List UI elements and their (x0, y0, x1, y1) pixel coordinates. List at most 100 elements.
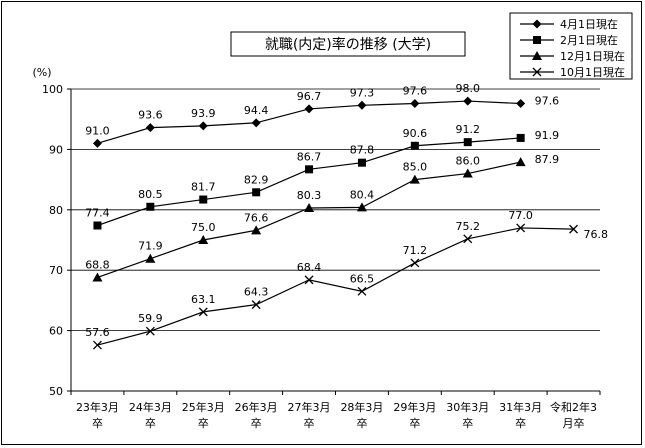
point-s2-5 (356, 202, 367, 212)
data-label-s0-5: 97.3 (350, 86, 375, 99)
x-tick-label-line2-3: 卒 (251, 416, 262, 430)
x-tick-label-line2-2: 卒 (198, 416, 209, 430)
point-s1-5 (357, 158, 366, 167)
legend-marker-2 (532, 51, 542, 60)
x-tick-label-line2-0: 卒 (92, 416, 103, 430)
series-line-3 (97, 227, 574, 346)
point-s3-6-b (410, 258, 420, 268)
data-label-s3-2: 63.1 (191, 293, 216, 306)
point-s3-8-b (516, 223, 526, 233)
data-label-s2-2: 75.0 (191, 221, 216, 234)
legend-marker-3-b (532, 67, 542, 77)
y-tick-label-50: 50 (49, 385, 63, 398)
data-label-s2-5: 80.4 (350, 188, 375, 201)
point-s0-5 (357, 100, 367, 110)
data-label-s0-8: 97.6 (535, 94, 560, 107)
data-label-s2-4: 80.3 (297, 189, 322, 202)
point-s0-4 (304, 104, 314, 114)
x-tick-label-line2-6: 卒 (409, 416, 420, 430)
point-s0-8 (516, 98, 526, 108)
data-label-s3-7: 75.2 (456, 220, 481, 233)
data-label-s1-0: 77.4 (85, 207, 110, 220)
x-tick-label-7: 30年3月 (446, 400, 489, 414)
legend-marker-0 (532, 19, 542, 29)
point-s1-4 (305, 165, 314, 174)
x-tick-label-9: 令和2年3 (550, 400, 597, 414)
point-s1-6 (410, 141, 419, 150)
point-s3-0-b (92, 340, 102, 350)
data-label-s0-2: 93.9 (191, 107, 216, 120)
x-tick-label-line2-1: 卒 (145, 416, 156, 430)
point-s1-2 (199, 195, 208, 204)
data-label-s1-4: 86.7 (297, 150, 322, 163)
y-tick-label-70: 70 (49, 264, 63, 277)
point-s2-2 (198, 235, 209, 244)
gridlines (71, 88, 600, 332)
point-s2-7 (462, 168, 473, 178)
data-label-s2-1: 71.9 (138, 240, 163, 253)
point-s3-5 (357, 286, 367, 296)
data-label-s2-0: 68.8 (85, 258, 110, 271)
point-s2-6 (409, 174, 420, 184)
point-s0-2 (198, 121, 208, 131)
point-s3-9 (569, 224, 579, 234)
point-s3-0 (92, 340, 102, 350)
data-label-s3-5: 66.5 (350, 272, 375, 285)
legend-marker-1 (533, 36, 541, 44)
point-s3-7-b (463, 234, 473, 244)
chart-title: 就職(内定)率の推移 (大学) (265, 36, 431, 53)
point-s0-6 (410, 98, 420, 108)
point-s3-6 (410, 258, 420, 268)
data-label-s0-0: 91.0 (85, 124, 110, 137)
data-label-s1-3: 82.9 (244, 173, 269, 186)
data-label-s1-2: 81.7 (191, 181, 216, 194)
legend-entry-1: 2月1日現在 (560, 34, 618, 47)
point-s1-3 (252, 188, 261, 197)
legend: 4月1日現在 2月1日現在 12月1日現在 10月1日現在 (509, 12, 633, 80)
data-label-s0-7: 98.0 (456, 82, 481, 95)
point-s3-5-b (357, 286, 367, 296)
point-s3-2-b (198, 307, 208, 317)
point-s0-7 (463, 96, 473, 106)
x-tick-label-line2-7: 卒 (462, 416, 473, 430)
y-tick-label-80: 80 (49, 204, 63, 217)
point-s3-9-b (569, 224, 579, 234)
point-s0-1 (145, 123, 155, 133)
data-label-s0-1: 93.6 (138, 109, 163, 122)
data-label-s3-0: 57.6 (85, 326, 110, 339)
legend-marker-3 (532, 67, 542, 77)
chart-title-box: 就職(内定)率の推移 (大学) (230, 31, 466, 57)
data-label-s3-8: 77.0 (508, 209, 533, 222)
point-s1-0 (93, 221, 102, 230)
x-tick-label-8: 31年3月 (499, 400, 542, 414)
legend-entry-0: 4月1日現在 (560, 18, 618, 31)
x-tick-label-line2-8: 卒 (515, 416, 526, 430)
x-tick-label-3: 26年3月 (235, 400, 278, 414)
x-tick-label-line2-5: 卒 (356, 416, 367, 430)
point-s3-1-b (145, 326, 155, 336)
data-label-s3-3: 64.3 (244, 286, 269, 299)
x-tick-label-4: 27年3月 (288, 400, 331, 414)
data-label-s1-1: 80.5 (138, 188, 163, 201)
point-s1-8 (516, 133, 525, 142)
y-tick-label-100: 100 (42, 83, 63, 96)
data-label-s1-7: 91.2 (456, 123, 481, 136)
point-s3-3-b (251, 300, 261, 310)
data-label-s3-4: 68.4 (297, 261, 322, 274)
x-tick-label-2: 25年3月 (182, 400, 225, 414)
point-s2-3 (251, 225, 262, 235)
x-tick-label-1: 24年3月 (129, 400, 172, 414)
data-label-s3-1: 59.9 (138, 312, 163, 325)
data-label-s3-6: 71.2 (403, 244, 428, 257)
data-label-s1-8: 91.9 (535, 129, 560, 142)
point-s1-1 (146, 202, 155, 211)
data-label-s1-5: 87.8 (350, 144, 375, 157)
data-label-s1-6: 90.6 (403, 127, 428, 140)
data-label-s0-6: 97.6 (403, 84, 428, 97)
point-s3-3 (251, 300, 261, 310)
data-label-s2-8: 87.9 (535, 153, 560, 166)
data-label-s0-3: 94.4 (244, 104, 269, 117)
point-s3-4 (304, 275, 314, 285)
legend-entry-3: 10月1日現在 (560, 66, 625, 79)
data-label-s0-4: 96.7 (297, 90, 322, 103)
